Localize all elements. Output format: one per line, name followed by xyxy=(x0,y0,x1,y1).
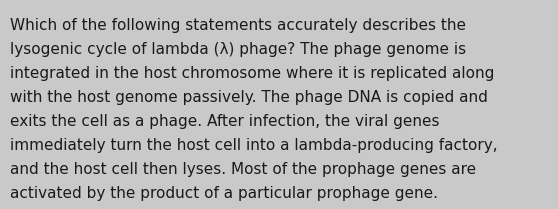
Text: activated by the product of a particular prophage gene.: activated by the product of a particular… xyxy=(10,186,438,201)
Text: integrated in the host chromosome where it is replicated along: integrated in the host chromosome where … xyxy=(10,66,494,81)
Text: immediately turn the host cell into a lambda-producing factory,: immediately turn the host cell into a la… xyxy=(10,138,498,153)
Text: with the host genome passively. The phage DNA is copied and: with the host genome passively. The phag… xyxy=(10,90,488,105)
Text: lysogenic cycle of lambda (λ) phage? The phage genome is: lysogenic cycle of lambda (λ) phage? The… xyxy=(10,42,466,57)
Text: Which of the following statements accurately describes the: Which of the following statements accura… xyxy=(10,18,466,33)
Text: exits the cell as a phage. After infection, the viral genes: exits the cell as a phage. After infecti… xyxy=(10,114,440,129)
Text: and the host cell then lyses. Most of the prophage genes are: and the host cell then lyses. Most of th… xyxy=(10,162,476,177)
